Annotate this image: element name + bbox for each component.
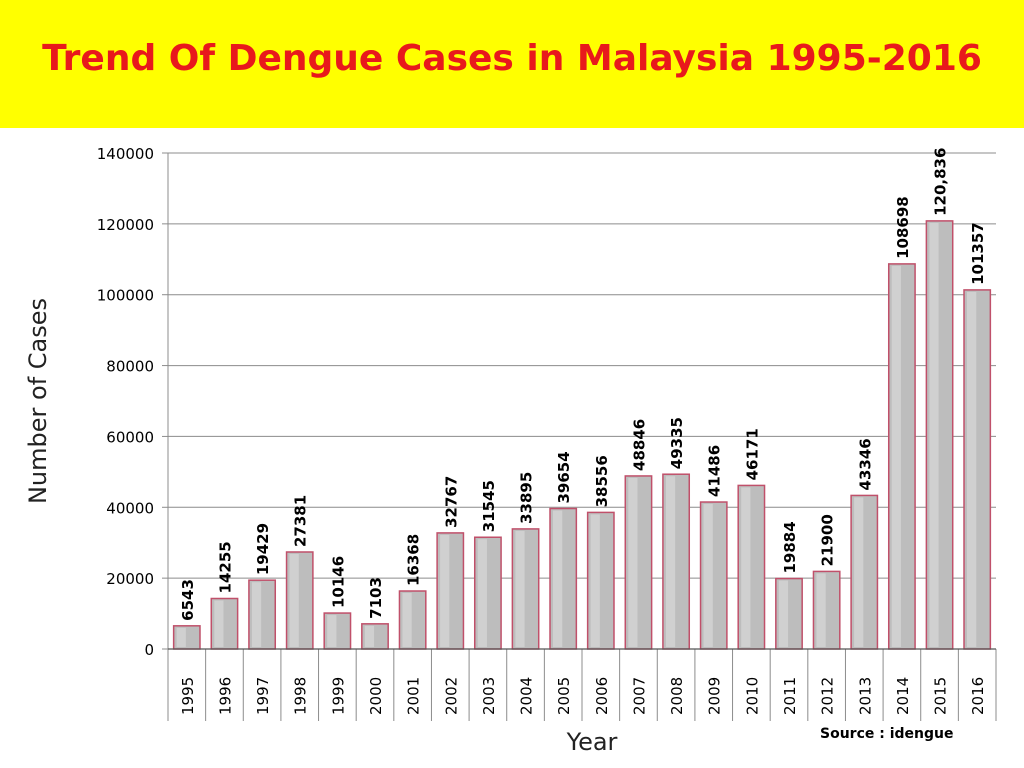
- bar-chart: 0 20000 40000 60000 80000 100000 120000 140000 6…: [24, 145, 997, 756]
- bar-highlight: [515, 530, 525, 647]
- x-tick-label: 2004: [518, 677, 536, 715]
- x-axis-title: Year: [566, 728, 618, 756]
- title-banner: [0, 0, 1024, 128]
- bar-highlight: [364, 625, 375, 647]
- x-tick-label: 2013: [856, 677, 874, 715]
- bar-highlight: [251, 582, 262, 647]
- data-label: 108698: [894, 196, 912, 259]
- x-tick-label: 2015: [932, 677, 950, 715]
- data-label: 21900: [819, 514, 837, 566]
- bar-highlight: [440, 534, 450, 647]
- data-label: 38556: [593, 455, 611, 507]
- y-tick-label: 80000: [106, 358, 154, 376]
- x-tick-label: 2008: [668, 677, 686, 715]
- bar-highlight: [778, 580, 789, 647]
- data-label: 32767: [442, 476, 460, 528]
- bar-highlight: [289, 553, 299, 647]
- bar-highlight: [176, 627, 186, 647]
- bar-highlight: [590, 514, 600, 647]
- data-label: 7103: [367, 577, 385, 619]
- x-tick-label: 1999: [329, 677, 347, 715]
- data-label: 41486: [706, 445, 724, 497]
- data-label: 46171: [743, 428, 761, 480]
- x-tick-label: 2005: [555, 677, 573, 715]
- x-tick-label: 2007: [630, 677, 648, 715]
- bar-highlight: [703, 504, 713, 647]
- bar-highlight: [967, 291, 977, 647]
- y-tick-label: 120000: [97, 216, 154, 234]
- x-tick-label: 2010: [743, 677, 761, 715]
- x-tick-label: 2016: [969, 677, 987, 715]
- bar-highlight: [402, 593, 412, 647]
- x-tick-label: 2002: [442, 677, 460, 715]
- y-axis-title: Number of Cases: [24, 298, 52, 504]
- data-label: 14255: [216, 541, 234, 593]
- data-label: 120,836: [932, 148, 950, 216]
- bar-highlight: [891, 265, 901, 647]
- x-tick-label: 1995: [179, 677, 197, 715]
- data-label: 19884: [781, 521, 799, 573]
- y-tick-label: 40000: [106, 499, 154, 517]
- data-label: 27381: [292, 495, 310, 547]
- data-label: 31545: [480, 480, 498, 532]
- page-title: Trend Of Dengue Cases in Malaysia 1995-2…: [42, 38, 982, 79]
- y-tick-label: 140000: [97, 145, 154, 163]
- data-label: 39654: [555, 451, 573, 503]
- y-tick-label: 0: [144, 641, 154, 659]
- data-label: 48846: [630, 419, 648, 471]
- x-tick-label: 1998: [292, 677, 310, 715]
- x-tick-label: 2000: [367, 677, 385, 715]
- bar-highlight: [665, 476, 676, 647]
- bar-highlight: [929, 222, 939, 647]
- x-tick-label: 1997: [254, 677, 272, 715]
- x-tick-label: 2009: [706, 677, 724, 715]
- bar-highlight: [214, 600, 224, 647]
- y-tick-label: 100000: [97, 287, 154, 305]
- data-label: 16368: [405, 534, 423, 586]
- x-tick-label: 2011: [781, 677, 799, 715]
- bar-highlight: [854, 497, 864, 647]
- bar-highlight: [477, 539, 487, 647]
- data-label: 19429: [254, 523, 272, 575]
- y-tick-label: 60000: [106, 428, 154, 446]
- y-tick-label: 20000: [106, 570, 154, 588]
- bar-highlight: [741, 487, 751, 647]
- bar-highlight: [628, 477, 638, 647]
- source-note: Source : idengue: [820, 726, 954, 742]
- data-label: 43346: [856, 438, 874, 490]
- x-tick-label: 2006: [593, 677, 611, 715]
- x-tick-label: 2014: [894, 677, 912, 715]
- x-tick-label: 2012: [819, 677, 837, 715]
- data-label: 49335: [668, 417, 686, 469]
- x-tick-label: 2001: [405, 677, 423, 715]
- x-tick-label: 1996: [216, 677, 234, 715]
- bar-highlight: [816, 573, 826, 647]
- data-label: 10146: [329, 556, 347, 608]
- data-label: 6543: [179, 579, 197, 621]
- data-label: 101357: [969, 222, 987, 285]
- bar-highlight: [553, 510, 563, 647]
- x-tick-label: 2003: [480, 677, 498, 715]
- data-label: 33895: [518, 472, 536, 524]
- bar-highlight: [327, 615, 337, 647]
